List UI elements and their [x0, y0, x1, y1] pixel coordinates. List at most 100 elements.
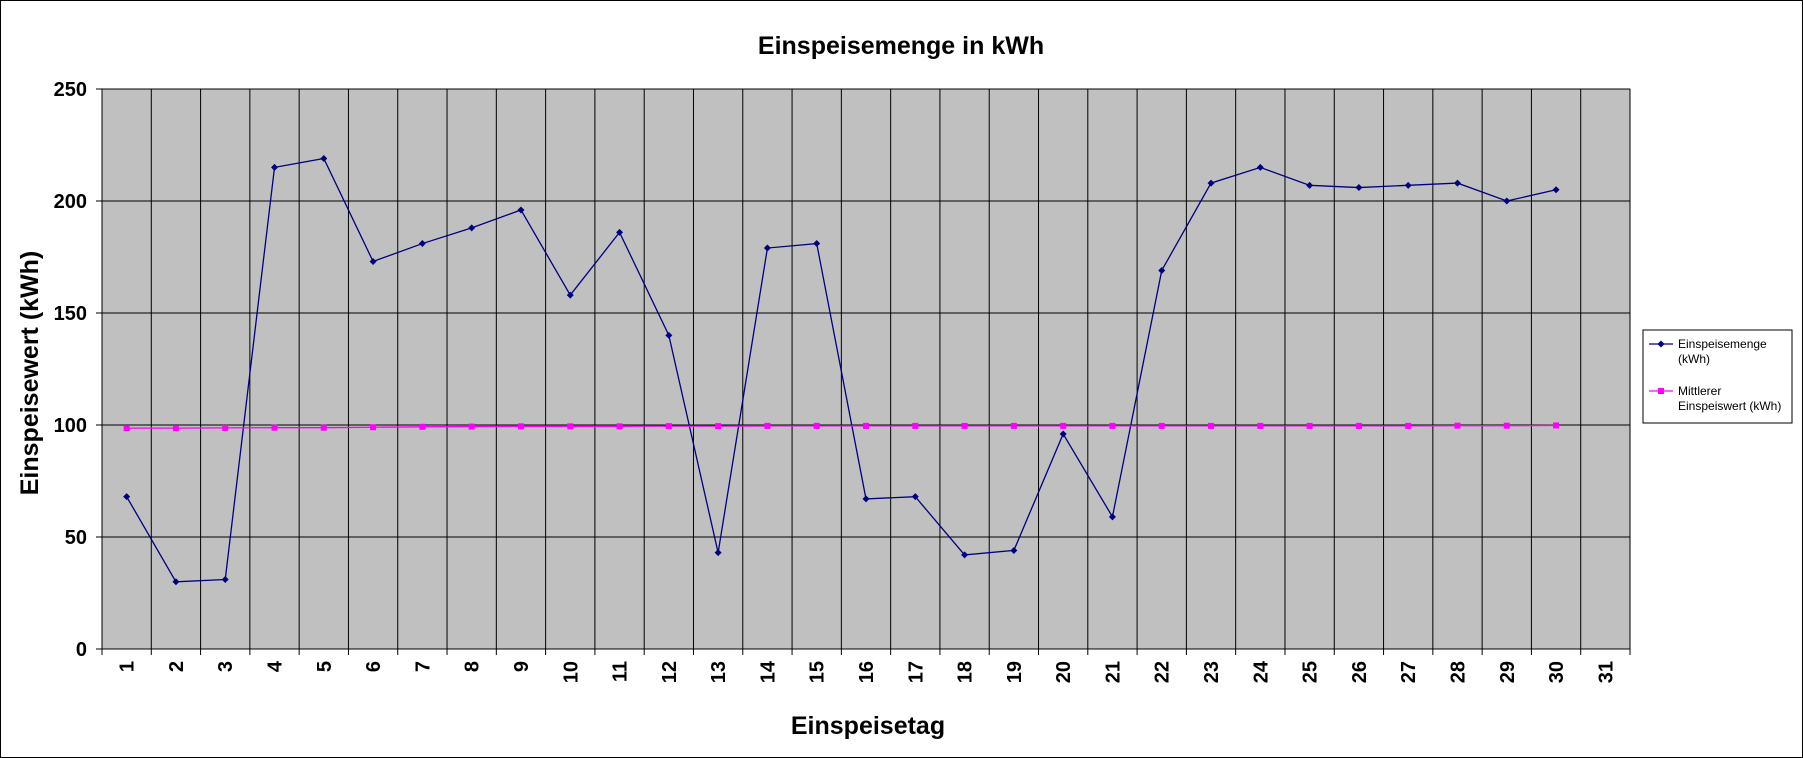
- x-tick-label: 8: [462, 661, 484, 672]
- data-point: [1108, 513, 1116, 521]
- data-point: [912, 422, 919, 429]
- data-point: [1503, 422, 1510, 429]
- data-point: [1454, 422, 1461, 429]
- data-point: [123, 493, 131, 501]
- x-tick-label: 2: [166, 661, 188, 672]
- data-point: [517, 423, 524, 430]
- x-tick-label: 26: [1349, 661, 1371, 683]
- x-tick-label: 7: [412, 661, 434, 672]
- x-tick-label: 22: [1152, 661, 1174, 683]
- data-point: [567, 423, 574, 430]
- data-point: [665, 331, 673, 339]
- x-tick-label: 29: [1497, 661, 1519, 683]
- data-point: [123, 425, 130, 432]
- data-point: [1355, 184, 1363, 192]
- x-tick-label: 27: [1398, 661, 1420, 683]
- x-tick-label: 18: [955, 661, 977, 683]
- data-point: [1060, 422, 1067, 429]
- x-tick-label: 12: [659, 661, 681, 683]
- data-point: [1257, 422, 1264, 429]
- data-point: [418, 240, 426, 248]
- data-point: [419, 423, 426, 430]
- data-point: [1355, 422, 1362, 429]
- x-tick-label: 30: [1546, 661, 1568, 683]
- data-point: [1503, 197, 1511, 205]
- y-tick-label: 100: [54, 415, 87, 437]
- x-tick-label: 28: [1447, 661, 1469, 683]
- data-point: [370, 424, 377, 431]
- data-point: [1059, 430, 1067, 438]
- x-tick-label: 17: [905, 661, 927, 683]
- x-tick-label: 1: [117, 661, 139, 672]
- data-point: [172, 425, 179, 432]
- data-point: [863, 422, 869, 429]
- data-point: [1553, 422, 1560, 429]
- data-point: [221, 576, 229, 584]
- data-point: [1158, 422, 1165, 429]
- y-tick-label: 200: [54, 191, 87, 213]
- data-point: [1552, 186, 1560, 194]
- data-point: [1404, 181, 1412, 189]
- series-line-1: [126, 157, 1557, 583]
- data-point: [715, 423, 722, 430]
- data-point: [1405, 422, 1412, 429]
- x-tick-label: 6: [363, 661, 385, 672]
- data-point: [1208, 422, 1215, 429]
- data-point: [764, 422, 771, 429]
- data-point: [320, 154, 328, 162]
- x-tick-label: 13: [708, 661, 730, 683]
- x-tick-label: 23: [1201, 661, 1223, 683]
- y-tick-label: 0: [76, 639, 87, 661]
- data-point: [1109, 422, 1116, 429]
- data-point: [1207, 179, 1215, 187]
- series-line-2: [126, 424, 1557, 429]
- data-point: [616, 228, 624, 236]
- data-point: [616, 423, 623, 430]
- legend-swatch-marker: [1657, 340, 1665, 348]
- data-point: [961, 551, 969, 559]
- data-point: [1453, 179, 1461, 187]
- x-tick-label: 5: [314, 661, 336, 672]
- data-point: [320, 424, 327, 431]
- data-point: [1306, 422, 1313, 429]
- y-tick-label: 250: [54, 79, 87, 101]
- data-point: [961, 422, 968, 429]
- data-point: [271, 424, 278, 431]
- legend-swatch-marker: [1658, 388, 1664, 394]
- x-tick-label: 31: [1595, 661, 1617, 683]
- legend-box: [1642, 329, 1793, 424]
- data-point: [468, 423, 475, 430]
- x-tick-label: 19: [1004, 661, 1026, 683]
- x-tick-label: 21: [1102, 661, 1124, 683]
- data-point: [813, 422, 820, 429]
- data-point: [665, 423, 672, 430]
- data-point: [468, 224, 476, 232]
- legend-label: (kWh): [1678, 352, 1710, 366]
- x-tick-label: 16: [856, 661, 878, 683]
- data-point: [1306, 181, 1314, 189]
- data-point: [566, 291, 574, 299]
- data-point: [1010, 422, 1017, 429]
- x-tick-label: 24: [1250, 660, 1272, 683]
- x-tick-label: 20: [1053, 661, 1075, 683]
- data-point: [862, 495, 870, 503]
- data-point: [172, 578, 180, 586]
- legend: Einspeisemenge(kWh) MittlererEinspeiswert…: [1642, 329, 1793, 424]
- legend-label: Mittlerer: [1678, 384, 1721, 398]
- x-tick-label: 15: [807, 661, 829, 683]
- x-tick-label: 25: [1300, 661, 1322, 683]
- chart-title: Einspeisemenge in kWh: [758, 32, 1044, 60]
- x-tick-label: 4: [265, 660, 287, 672]
- x-tick-label: 14: [757, 660, 779, 683]
- x-tick-label: 10: [560, 661, 582, 683]
- data-point: [222, 424, 229, 431]
- data-point: [1010, 546, 1018, 554]
- legend-label: Einspeisemenge: [1678, 337, 1767, 351]
- data-point: [517, 206, 525, 214]
- data-point: [1158, 266, 1166, 274]
- x-tick-label: 3: [215, 661, 237, 672]
- data-point: [1256, 163, 1264, 171]
- x-axis-title: Einspeisetag: [791, 712, 945, 740]
